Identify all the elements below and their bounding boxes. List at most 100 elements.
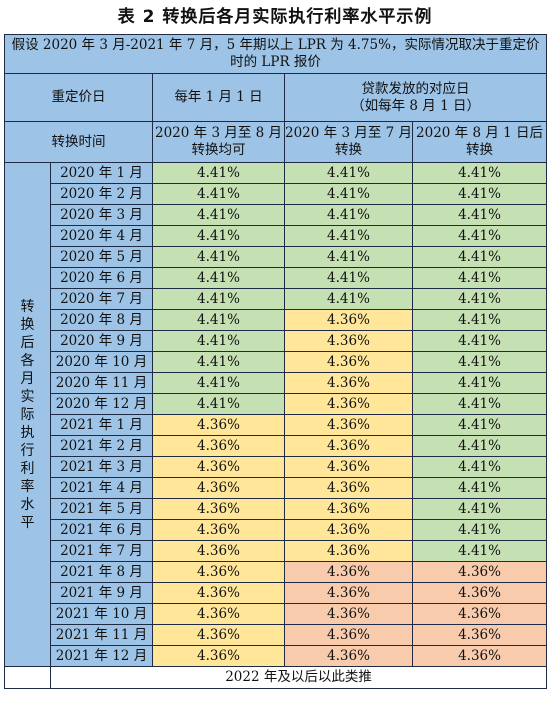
rate-cell: 4.36% [284, 603, 413, 625]
footer-blank-cell [4, 666, 51, 689]
assumption-note: 假设 2020 年 3 月-2021 年 7 月，5 年期以上 LPR 为 4.… [3, 34, 548, 74]
rate-cell: 4.41% [152, 225, 285, 247]
table-row: 2020 年 3 月 4.41% 4.41% 4.41% [5, 204, 548, 226]
table-row: 2021 年 7 月 4.36% 4.36% 4.41% [5, 540, 548, 562]
header-convert-time: 转换时间 [4, 121, 153, 163]
table-row: 2020 年 11 月 4.41% 4.36% 4.41% [5, 372, 548, 394]
rate-cell: 4.36% [284, 498, 413, 520]
table-row: 2020 年 7 月 4.41% 4.41% 4.41% [5, 288, 548, 310]
header-reprice-anniversary: 贷款发放的对应日 （如每年 8 月 1 日） [283, 73, 548, 122]
rate-cell: 4.36% [152, 582, 285, 604]
rate-cell: 4.36% [152, 498, 285, 520]
rate-cell: 4.41% [284, 246, 413, 268]
rate-cell: 4.36% [284, 351, 413, 373]
rate-cell: 4.41% [411, 393, 548, 415]
table-row: 2021 年 11 月 4.36% 4.36% 4.36% [5, 624, 548, 646]
rate-cell: 4.36% [152, 414, 285, 436]
rate-cell: 4.41% [284, 225, 413, 247]
table-title: 表 2 转换后各月实际执行利率水平示例 [117, 7, 433, 27]
table-row: 2021 年 1 月 4.36% 4.36% 4.41% [5, 414, 548, 436]
rate-cell: 4.36% [152, 561, 285, 583]
month-cell: 2021 年 11 月 [50, 624, 153, 646]
rate-cell: 4.36% [152, 435, 285, 457]
rate-cell: 4.41% [411, 225, 548, 247]
footer-note: 2022 年及以后以此类推 [49, 666, 548, 689]
rate-cell: 4.36% [284, 393, 413, 415]
month-cell: 2020 年 7 月 [50, 288, 153, 310]
rate-cell: 4.36% [284, 372, 413, 394]
month-cell: 2021 年 5 月 [50, 498, 153, 520]
rate-cell: 4.36% [284, 414, 413, 436]
table-row: 2021 年 12 月 4.36% 4.36% 4.36% [5, 645, 548, 667]
month-cell: 2020 年 8 月 [50, 309, 153, 331]
rate-cell: 4.41% [284, 204, 413, 226]
side-label: 转换后各月实际执行利率水平 [4, 162, 51, 667]
table-row: 2021 年 3 月 4.36% 4.36% 4.41% [5, 456, 548, 478]
rate-cell: 4.36% [152, 456, 285, 478]
rate-cell: 4.36% [284, 561, 413, 583]
table-row: 2021 年 6 月 4.36% 4.36% 4.41% [5, 519, 548, 541]
rate-cell: 4.36% [152, 603, 285, 625]
rate-cell: 4.36% [284, 624, 413, 646]
month-cell: 2021 年 9 月 [50, 582, 153, 604]
rate-cell: 4.41% [284, 183, 413, 205]
table-row: 2021 年 10 月 4.36% 4.36% 4.36% [5, 603, 548, 625]
month-cell: 2020 年 6 月 [50, 267, 153, 289]
table-row: 2021 年 5 月 4.36% 4.36% 4.41% [5, 498, 548, 520]
month-cell: 2021 年 6 月 [50, 519, 153, 541]
table-row: 转换后各月实际执行利率水平 2020 年 1 月 4.41% 4.41% 4.41% [4, 162, 548, 667]
rate-cell: 4.41% [152, 267, 285, 289]
header-reprice-day: 重定价日 [4, 73, 153, 122]
table-row: 2020 年 5 月 4.41% 4.41% 4.41% [5, 246, 548, 268]
rate-cell: 4.41% [411, 246, 548, 268]
month-cell: 2020 年 11 月 [50, 372, 153, 394]
rate-cell: 4.41% [411, 498, 548, 520]
header-reprice-jan1: 每年 1 月 1 日 [152, 73, 285, 122]
header-convert-col1: 2020 年 3 月至 8 月 转换均可 [152, 121, 285, 163]
rate-cell: 4.36% [411, 645, 548, 667]
rate-cell: 4.41% [284, 162, 413, 184]
rate-cell: 4.36% [411, 561, 548, 583]
rate-cell: 4.41% [284, 288, 413, 310]
rate-cell: 4.41% [411, 477, 548, 499]
rate-cell: 4.41% [152, 204, 285, 226]
month-cell: 2020 年 3 月 [50, 204, 153, 226]
table-row: 2021 年 8 月 4.36% 4.36% 4.36% [5, 561, 548, 583]
rate-cell: 4.41% [411, 267, 548, 289]
rate-cell: 4.41% [152, 372, 285, 394]
table-row: 2021 年 4 月 4.36% 4.36% 4.41% [5, 477, 548, 499]
month-cell: 2021 年 3 月 [50, 456, 153, 478]
table-row: 2020 年 12 月 4.41% 4.36% 4.41% [5, 393, 548, 415]
rate-cell: 4.36% [284, 330, 413, 352]
rate-cell: 4.41% [411, 288, 548, 310]
rate-cell: 4.41% [411, 519, 548, 541]
month-cell: 2020 年 4 月 [50, 225, 153, 247]
rate-cell: 4.41% [152, 183, 285, 205]
header-convert-col3: 2020 年 8 月 1 日后 转换 [411, 121, 548, 163]
rate-cell: 4.36% [284, 309, 413, 331]
table-row: 2020 年 9 月 4.41% 4.36% 4.41% [5, 330, 548, 352]
rate-cell: 4.41% [411, 162, 548, 184]
rate-cell: 4.41% [152, 393, 285, 415]
month-cell: 2020 年 10 月 [50, 351, 153, 373]
rate-cell: 4.41% [411, 435, 548, 457]
rate-cell: 4.36% [411, 582, 548, 604]
month-cell: 2020 年 1 月 [50, 162, 153, 184]
month-cell: 2020 年 2 月 [50, 183, 153, 205]
rate-cell: 4.41% [152, 162, 285, 184]
header-convert-col2: 2020 年 3 月至 7 月 转换 [284, 121, 413, 163]
month-cell: 2020 年 12 月 [50, 393, 153, 415]
table-row: 2021 年 9 月 4.36% 4.36% 4.36% [5, 582, 548, 604]
rate-cell: 4.36% [411, 603, 548, 625]
rate-cell: 4.36% [284, 477, 413, 499]
month-cell: 2021 年 12 月 [50, 645, 153, 667]
rate-cell: 4.36% [152, 519, 285, 541]
rate-cell: 4.36% [152, 540, 285, 562]
month-cell: 2021 年 8 月 [50, 561, 153, 583]
rate-cell: 4.41% [411, 414, 548, 436]
rate-cell: 4.36% [152, 477, 285, 499]
rate-cell: 4.36% [284, 519, 413, 541]
rate-cell: 4.36% [411, 624, 548, 646]
rate-table: 假设 2020 年 3 月-2021 年 7 月，5 年期以上 LPR 为 4.… [3, 34, 548, 689]
rate-cell: 4.36% [152, 624, 285, 646]
